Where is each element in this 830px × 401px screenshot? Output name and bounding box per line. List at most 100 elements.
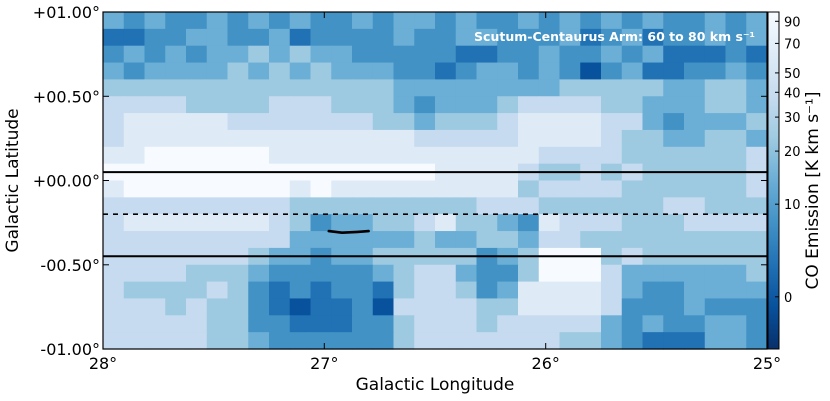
heatmap-cell bbox=[455, 298, 478, 316]
heatmap-cell bbox=[186, 264, 208, 283]
heatmap-cell bbox=[642, 197, 664, 215]
heatmap-cell bbox=[206, 62, 229, 80]
heatmap-cell bbox=[372, 298, 395, 316]
heatmap-cell bbox=[414, 214, 436, 232]
heatmap-cell bbox=[103, 214, 125, 232]
heatmap-cell bbox=[601, 113, 623, 131]
heatmap-cell bbox=[269, 79, 291, 97]
heatmap-cell bbox=[331, 28, 353, 47]
heatmap-cell bbox=[269, 180, 291, 198]
heatmap-cell bbox=[580, 28, 602, 47]
heatmap-cell bbox=[704, 146, 727, 165]
heatmap-cell bbox=[165, 79, 187, 97]
heatmap-cell bbox=[476, 231, 498, 249]
heatmap-cell bbox=[435, 28, 457, 47]
heatmap-cell bbox=[206, 264, 229, 283]
heatmap-cell bbox=[393, 12, 415, 30]
heatmap-cell bbox=[186, 12, 208, 30]
heatmap-cell bbox=[331, 332, 353, 350]
heatmap-cell bbox=[289, 281, 312, 300]
heatmap-cell bbox=[103, 28, 125, 47]
heatmap-cell bbox=[642, 79, 664, 97]
heatmap-cell bbox=[186, 281, 208, 300]
heatmap-cell bbox=[310, 113, 332, 131]
heatmap-cell bbox=[123, 62, 146, 80]
heatmap-cell bbox=[103, 264, 125, 283]
heatmap-cell bbox=[352, 332, 374, 350]
heatmap-cell bbox=[704, 96, 727, 114]
heatmap-cell bbox=[144, 62, 166, 80]
heatmap-cell bbox=[663, 45, 685, 64]
colorbar-tick-label: 20 bbox=[784, 145, 801, 160]
heatmap-cell bbox=[310, 231, 332, 249]
heatmap-cell bbox=[621, 113, 644, 131]
heatmap-cell bbox=[601, 62, 623, 80]
heatmap-cell bbox=[518, 113, 540, 131]
heatmap-cell bbox=[497, 214, 519, 232]
heatmap-cell bbox=[103, 129, 125, 148]
heatmap-cell bbox=[331, 281, 353, 300]
heatmap-cell bbox=[684, 113, 706, 131]
heatmap-cell bbox=[497, 79, 519, 97]
heatmap-cell bbox=[310, 214, 332, 232]
heatmap-cell bbox=[663, 231, 685, 249]
heatmap-cell bbox=[684, 96, 706, 114]
heatmap-cell bbox=[559, 298, 581, 316]
heatmap-cell bbox=[435, 79, 457, 97]
heatmap-cell bbox=[621, 214, 644, 232]
heatmap-cell bbox=[186, 45, 208, 64]
heatmap-cell bbox=[331, 146, 353, 165]
heatmap-cell bbox=[497, 281, 519, 300]
heatmap-cell bbox=[227, 96, 249, 114]
heatmap-cell bbox=[248, 281, 270, 300]
heatmap-cell bbox=[144, 28, 166, 47]
heatmap-cell bbox=[725, 146, 747, 165]
heatmap-cell bbox=[497, 62, 519, 80]
filament-feature-path bbox=[327, 229, 370, 235]
heatmap-cell bbox=[165, 315, 187, 333]
y-axis-label: Galactic Latitude bbox=[3, 108, 23, 252]
heatmap-cell bbox=[684, 315, 706, 333]
heatmap-cell bbox=[393, 113, 415, 131]
heatmap-cell bbox=[704, 214, 727, 232]
heatmap-cell bbox=[725, 197, 747, 215]
heatmap-cell bbox=[601, 28, 623, 47]
heatmap-cell bbox=[455, 96, 478, 114]
heatmap-cell bbox=[123, 45, 146, 64]
heatmap-cell bbox=[518, 146, 540, 165]
heatmap-cell bbox=[746, 197, 768, 215]
heatmap-cell bbox=[393, 45, 415, 64]
heatmap-cell bbox=[725, 264, 747, 283]
heatmap-cell bbox=[352, 315, 374, 333]
colorbar-tick-label: 90 bbox=[784, 15, 801, 30]
heatmap-cell bbox=[352, 129, 374, 148]
heatmap-cell bbox=[186, 28, 208, 47]
heatmap-cell bbox=[746, 180, 768, 198]
heatmap-cell bbox=[601, 298, 623, 316]
heatmap-cell bbox=[414, 79, 436, 97]
heatmap-cell bbox=[704, 231, 727, 249]
heatmap-cell bbox=[165, 180, 187, 198]
heatmap-cell bbox=[372, 28, 395, 47]
heatmap-cell bbox=[621, 62, 644, 80]
x-tick-label: 26° bbox=[532, 354, 560, 373]
heatmap-cell bbox=[663, 62, 685, 80]
heatmap-cell bbox=[206, 315, 229, 333]
heatmap-cell bbox=[372, 332, 395, 350]
y-tick-label: -00.50° bbox=[40, 256, 100, 275]
heatmap-cell bbox=[663, 12, 685, 30]
heatmap-cell bbox=[248, 315, 270, 333]
heatmap-cell bbox=[186, 298, 208, 316]
heatmap-cell bbox=[621, 28, 644, 47]
heatmap-cell bbox=[455, 315, 478, 333]
heatmap-cell bbox=[455, 281, 478, 300]
heatmap-cell bbox=[746, 129, 768, 148]
heatmap-cell bbox=[206, 129, 229, 148]
heatmap-cell bbox=[248, 62, 270, 80]
heatmap-cell bbox=[435, 214, 457, 232]
heatmap-cell bbox=[393, 231, 415, 249]
heatmap-cell bbox=[455, 214, 478, 232]
heatmap-cell bbox=[123, 129, 146, 148]
heatmap-cell bbox=[248, 96, 270, 114]
heatmap-cell bbox=[746, 231, 768, 249]
